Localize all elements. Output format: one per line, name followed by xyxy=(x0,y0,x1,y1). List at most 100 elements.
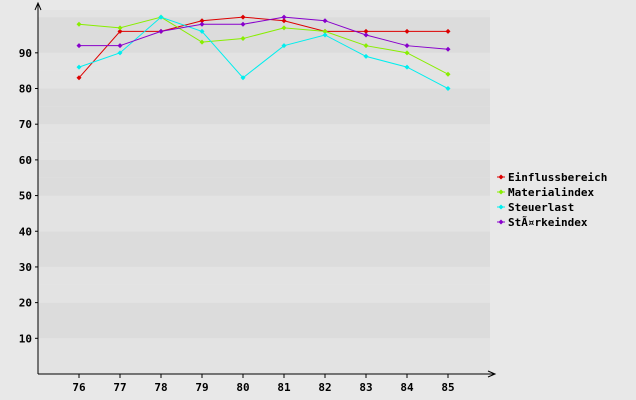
grid-band xyxy=(38,177,490,196)
grid-band xyxy=(38,266,490,285)
data-point xyxy=(240,14,246,20)
legend-label: Einflussbereich xyxy=(508,171,607,184)
data-point xyxy=(240,21,246,27)
grid-band xyxy=(38,106,490,125)
data-point xyxy=(76,75,82,81)
data-point xyxy=(76,21,82,27)
x-tick-label: 77 xyxy=(113,381,126,394)
series-2 xyxy=(76,14,451,92)
grid-band xyxy=(38,70,490,89)
data-point xyxy=(404,28,410,34)
grid-band xyxy=(38,356,490,374)
legend-marker xyxy=(498,174,504,180)
y-tick-label: 10 xyxy=(19,332,32,345)
legend-marker xyxy=(498,219,504,225)
grid-band xyxy=(38,320,490,339)
x-tick-label: 85 xyxy=(441,381,454,394)
data-point xyxy=(281,18,287,24)
series-line xyxy=(78,16,449,89)
data-point xyxy=(199,21,205,27)
y-axis-arrow xyxy=(34,1,42,11)
axes xyxy=(34,1,497,378)
x-tick-label: 84 xyxy=(400,381,414,394)
grid-band xyxy=(38,17,490,35)
data-point xyxy=(322,28,328,34)
series-line xyxy=(79,16,449,50)
x-tick-label: 81 xyxy=(277,381,291,394)
data-point xyxy=(281,14,287,20)
data-point xyxy=(117,50,123,56)
legend-item: Einflussbereich xyxy=(497,171,607,184)
grid-band xyxy=(38,142,490,160)
legend-label: StÃ¤rkeindex xyxy=(508,216,588,229)
data-point xyxy=(199,39,205,45)
series-3 xyxy=(76,14,451,52)
grid-band xyxy=(38,10,490,18)
grid-band xyxy=(38,338,490,357)
data-point xyxy=(117,28,123,34)
grid-band xyxy=(38,284,490,303)
x-tick-label: 79 xyxy=(195,381,208,394)
data-point xyxy=(363,32,369,38)
x-tick-label: 82 xyxy=(318,381,331,394)
grid-band xyxy=(38,159,490,178)
x-axis-arrow xyxy=(487,370,497,378)
grid-band xyxy=(38,124,490,143)
data-point xyxy=(404,43,410,49)
x-tick-label: 80 xyxy=(236,381,249,394)
y-tick-label: 30 xyxy=(19,261,32,274)
data-point xyxy=(363,28,369,34)
grid-band xyxy=(38,34,490,53)
data-point xyxy=(445,86,451,92)
data-point xyxy=(199,28,205,34)
plot-background xyxy=(38,10,490,374)
grid-band xyxy=(38,231,490,250)
grid-band xyxy=(38,88,490,107)
data-point xyxy=(240,36,246,42)
y-tick-label: 20 xyxy=(19,297,32,310)
data-point xyxy=(363,43,369,49)
data-point xyxy=(363,53,369,59)
grid-band xyxy=(38,302,490,321)
x-tick-label: 78 xyxy=(154,381,167,394)
data-point xyxy=(322,18,328,24)
series-group xyxy=(76,14,451,92)
data-point xyxy=(404,50,410,56)
data-point xyxy=(76,64,82,70)
legend-label: Steuerlast xyxy=(508,201,574,214)
legend-item: Materialindex xyxy=(497,186,594,199)
legend-label: Materialindex xyxy=(508,186,594,199)
y-tick-label: 40 xyxy=(19,225,32,238)
y-axis-ticks: 10 20 30 40 50 60 70 80 90 xyxy=(19,47,38,345)
x-tick-label: 76 xyxy=(72,381,86,394)
y-tick-label: 50 xyxy=(19,190,32,203)
data-point xyxy=(158,28,164,34)
y-tick-label: 60 xyxy=(19,154,32,167)
data-point xyxy=(117,43,123,49)
data-point xyxy=(281,25,287,31)
y-tick-label: 90 xyxy=(19,47,32,60)
data-point xyxy=(117,25,123,31)
data-point xyxy=(199,18,205,24)
data-point xyxy=(322,32,328,38)
legend-marker xyxy=(498,204,504,210)
data-point xyxy=(445,46,451,52)
legend-marker xyxy=(498,189,504,195)
grid-band xyxy=(38,195,490,214)
y-tick-label: 70 xyxy=(19,118,32,131)
data-point xyxy=(404,64,410,70)
data-point xyxy=(445,71,451,77)
series-line xyxy=(78,16,448,79)
data-point xyxy=(76,43,82,49)
x-axis-ticks: 76 77 78 79 80 81 82 83 84 85 xyxy=(72,374,455,394)
grid-band xyxy=(38,249,490,267)
legend-item: StÃ¤rkeindex xyxy=(497,216,588,229)
data-point xyxy=(445,28,451,34)
x-tick-label: 83 xyxy=(359,381,372,394)
legend: Einflussbereich Materialindex Steuerlast St… xyxy=(497,171,607,229)
data-point xyxy=(240,75,246,81)
grid-band xyxy=(38,213,490,232)
data-point xyxy=(158,14,164,20)
legend-item: Steuerlast xyxy=(497,201,574,214)
